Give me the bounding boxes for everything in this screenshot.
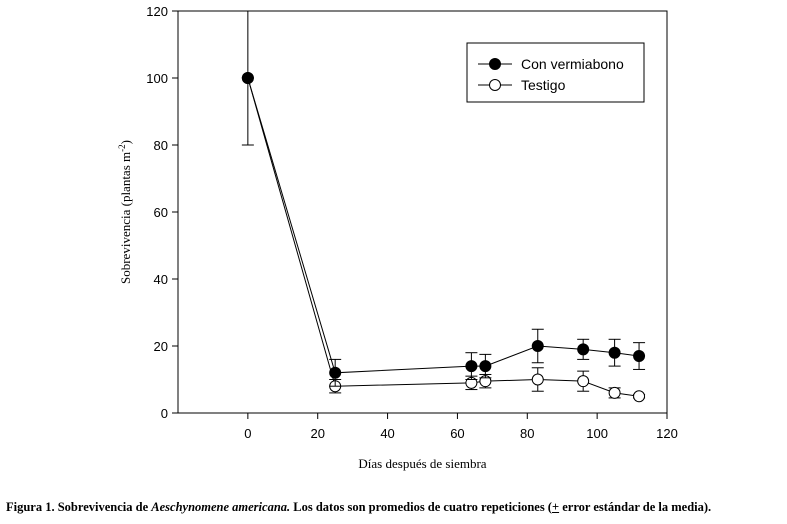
data-point [465, 360, 478, 373]
y-tick-label: 20 [154, 339, 168, 354]
x-tick-label: 0 [244, 426, 251, 441]
legend-label: Testigo [521, 77, 566, 93]
data-point [241, 72, 254, 84]
y-axis-label-superscript: -2 [117, 144, 127, 152]
y-axis-label-close: ) [118, 140, 133, 144]
y-axis: 0 20 40 60 80 100 120 [146, 4, 178, 421]
y-tick-label: 0 [161, 406, 168, 421]
series-con-vermiabono [241, 11, 646, 387]
x-tick-label: 100 [586, 426, 608, 441]
caption-text-before: Sobrevivencia de [54, 500, 152, 514]
y-axis-label: Sobrevivencia (plantas m-2) [117, 140, 133, 284]
data-point [577, 343, 590, 356]
caption-text-after: Los datos son promedios de cuatro repeti… [290, 500, 552, 514]
y-tick-label: 60 [154, 205, 168, 220]
x-tick-label: 80 [520, 426, 534, 441]
data-point [329, 366, 342, 379]
legend-item: Con vermiabono [478, 56, 624, 72]
legend: Con vermiabono Testigo [466, 42, 645, 103]
caption-pm: + [551, 500, 560, 514]
data-point [479, 360, 492, 373]
chart: 0 20 40 60 80 100 120 0 20 40 60 80 100 120 Días des… [117, 4, 678, 471]
data-point [608, 346, 621, 359]
caption-text-end: error estándar de la media). [559, 500, 712, 514]
y-axis-label-main: Sobrevivencia (plantas m [118, 152, 133, 284]
data-point [531, 373, 544, 386]
x-axis-label: Días después de siembra [358, 456, 486, 471]
x-tick-label: 20 [310, 426, 324, 441]
data-point [633, 390, 646, 403]
data-point [633, 350, 646, 363]
x-tick-label: 120 [656, 426, 678, 441]
series-layer [241, 11, 646, 403]
figure-caption: Figura 1. Sobrevivencia de Aeschynomene … [6, 500, 786, 515]
x-tick-label: 60 [450, 426, 464, 441]
x-tick-label: 40 [380, 426, 394, 441]
y-tick-label: 80 [154, 138, 168, 153]
legend-marker [489, 79, 501, 91]
y-tick-label: 40 [154, 272, 168, 287]
x-axis: 0 20 40 60 80 100 120 [244, 413, 678, 441]
legend-item: Testigo [478, 77, 566, 93]
caption-species: Aeschynomene americana. [151, 500, 291, 514]
data-point [608, 386, 621, 399]
data-point [531, 340, 544, 352]
legend-box [466, 42, 645, 103]
y-tick-label: 120 [146, 4, 168, 19]
series-line [247, 77, 640, 374]
data-point [577, 375, 590, 388]
caption-label: Figura 1. [6, 500, 55, 514]
legend-label: Con vermiabono [521, 56, 624, 72]
y-tick-label: 100 [146, 71, 168, 86]
legend-marker [489, 58, 501, 70]
